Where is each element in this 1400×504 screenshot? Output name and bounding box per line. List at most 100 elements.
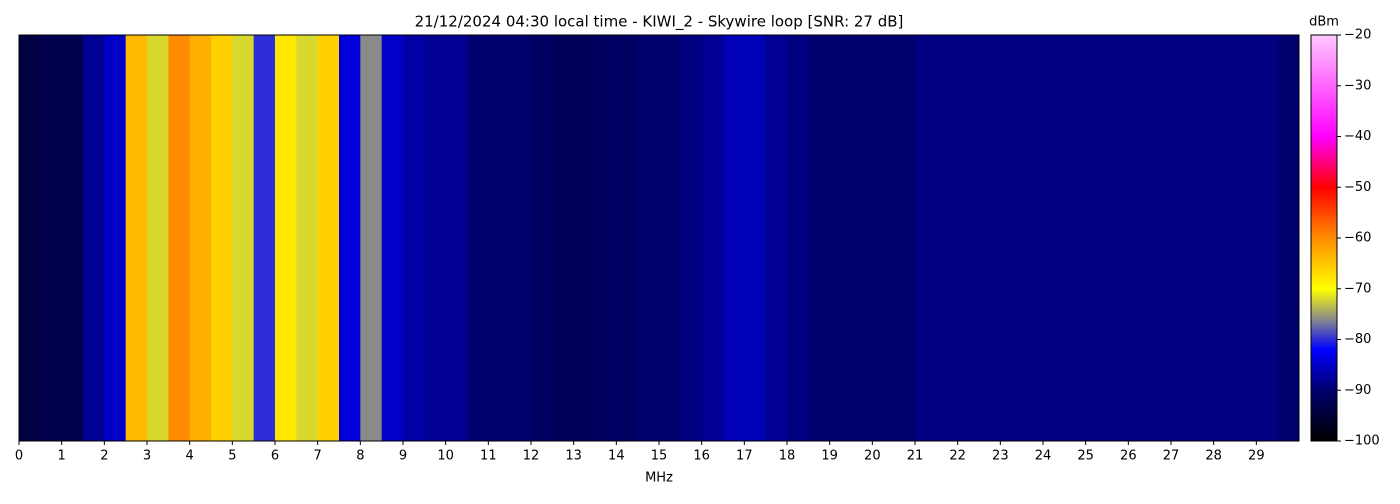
spectrum-band xyxy=(1149,35,1172,441)
spectrum-band xyxy=(40,35,63,441)
x-tick-label: 17 xyxy=(736,449,753,464)
x-tick-label: 18 xyxy=(779,449,796,464)
x-tick-label: 15 xyxy=(651,449,668,464)
x-tick-label: 13 xyxy=(565,449,582,464)
spectrum-band xyxy=(915,35,937,441)
spectrum-band xyxy=(339,35,361,441)
spectrum-band xyxy=(360,35,383,441)
x-tick-label: 7 xyxy=(314,449,322,464)
colorbar-tick-label: −100 xyxy=(1344,434,1380,449)
x-tick-label: 12 xyxy=(523,449,540,464)
spectrum-band xyxy=(701,35,724,441)
spectrum-band xyxy=(1213,35,1236,441)
spectrum-band xyxy=(1000,35,1023,441)
x-tick-label: 14 xyxy=(608,449,625,464)
chart-title: 21/12/2024 04:30 local time - KIWI_2 - S… xyxy=(415,13,904,32)
spectrum-band xyxy=(232,35,255,441)
x-tick-label: 28 xyxy=(1205,449,1222,464)
spectrum-band xyxy=(381,35,404,441)
x-tick-label: 25 xyxy=(1077,449,1094,464)
spectrum-band xyxy=(125,35,148,441)
x-tick-label: 21 xyxy=(907,449,924,464)
spectrum-band xyxy=(1235,35,1257,441)
spectrum-band xyxy=(445,35,468,441)
spectrum-band xyxy=(211,35,233,441)
spectrum-band xyxy=(1128,35,1151,441)
spectrum-band xyxy=(424,35,447,441)
spectrum-band xyxy=(979,35,1001,441)
spectrum-band xyxy=(1277,35,1300,441)
x-tick-label: 26 xyxy=(1120,449,1137,464)
colorbar xyxy=(1310,34,1338,442)
x-tick-label: 22 xyxy=(949,449,966,464)
spectrum-band xyxy=(1107,35,1129,441)
x-tick-label: 3 xyxy=(143,449,151,464)
x-tick-label: 0 xyxy=(15,449,23,464)
spectrum-band xyxy=(808,35,831,441)
spectrum-band xyxy=(168,35,191,441)
spectrum-band xyxy=(573,35,596,441)
spectrum-band xyxy=(19,35,41,441)
spectrum-band xyxy=(403,35,425,441)
spectrum-band xyxy=(189,35,212,441)
spectrum-band xyxy=(1256,35,1279,441)
x-tick-label: 20 xyxy=(864,449,881,464)
spectrum-band xyxy=(531,35,553,441)
spectrum-band xyxy=(787,35,809,441)
spectrum-band xyxy=(1064,35,1087,441)
spectrum-band xyxy=(509,35,532,441)
x-tick-label: 1 xyxy=(58,449,66,464)
spectrum-band xyxy=(467,35,489,441)
x-tick-label: 16 xyxy=(693,449,710,464)
spectrum-band xyxy=(659,35,681,441)
x-tick-label: 19 xyxy=(821,449,838,464)
x-tick-label: 23 xyxy=(992,449,1009,464)
spectrum-band xyxy=(936,35,959,441)
spectrum-band xyxy=(872,35,895,441)
spectrum-band xyxy=(595,35,617,441)
colorbar-tick-label: −20 xyxy=(1344,28,1371,43)
spectrum-band xyxy=(1171,35,1193,441)
spectrum-band xyxy=(765,35,788,441)
x-tick-label: 10 xyxy=(437,449,454,464)
spectrum-band xyxy=(637,35,660,441)
spectrum-band xyxy=(104,35,127,441)
colorbar-tick-label: −50 xyxy=(1344,180,1371,195)
colorbar-tick-label: −80 xyxy=(1344,332,1371,347)
spectrum-band xyxy=(488,35,511,441)
spectrum-band xyxy=(829,35,852,441)
spectrum-band xyxy=(296,35,319,441)
spectrum-band xyxy=(957,35,980,441)
spectrum-band xyxy=(1021,35,1044,441)
colorbar-tick-label: −40 xyxy=(1344,129,1371,144)
spectrum-band xyxy=(552,35,575,441)
spectrum-band xyxy=(253,35,276,441)
x-tick-label: 5 xyxy=(228,449,236,464)
x-tick-label: 24 xyxy=(1035,449,1052,464)
spectrum-band xyxy=(744,35,767,441)
spectrum-band xyxy=(1192,35,1215,441)
x-tick-label: 9 xyxy=(399,449,407,464)
spectrum-band xyxy=(1043,35,1065,441)
colorbar-tick-label: −70 xyxy=(1344,281,1371,296)
x-tick-label: 8 xyxy=(356,449,364,464)
x-tick-label: 11 xyxy=(480,449,497,464)
x-tick-label: 29 xyxy=(1248,449,1265,464)
colorbar-tick-label: −30 xyxy=(1344,78,1371,93)
spectrum-band xyxy=(616,35,639,441)
spectrum-band xyxy=(147,35,169,441)
x-tick-label: 2 xyxy=(100,449,108,464)
x-tick-label: 6 xyxy=(271,449,279,464)
colorbar-tick-label: −90 xyxy=(1344,383,1371,398)
spectrum-band xyxy=(893,35,916,441)
spectrum-band xyxy=(275,35,297,441)
spectrum-band xyxy=(83,35,105,441)
spectrum-band xyxy=(61,35,84,441)
colorbar-label: dBm xyxy=(1309,15,1339,30)
spectrum-band xyxy=(317,35,340,441)
spectrum-band xyxy=(723,35,745,441)
colorbar-tick-label: −60 xyxy=(1344,231,1371,246)
x-tick-label: 27 xyxy=(1163,449,1180,464)
spectrum-band xyxy=(1085,35,1108,441)
